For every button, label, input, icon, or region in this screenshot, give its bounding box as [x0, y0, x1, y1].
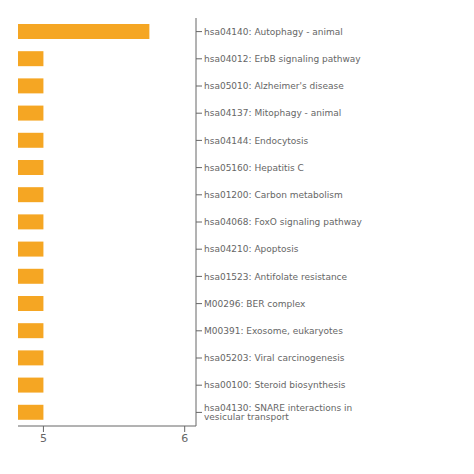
svg-text:hsa04068: FoxO signaling pathw: hsa04068: FoxO signaling pathway	[204, 217, 363, 227]
svg-text:hsa04144: Endocytosis: hsa04144: Endocytosis	[204, 136, 309, 146]
svg-text:hsa00100: Steroid biosynthesis: hsa00100: Steroid biosynthesis	[204, 380, 346, 390]
svg-text:5: 5	[40, 432, 47, 445]
svg-text:hsa04130: SNARE interactions i: hsa04130: SNARE interactions invesicular…	[204, 403, 352, 422]
svg-text:hsa05160: Hepatitis C: hsa05160: Hepatitis C	[204, 163, 304, 173]
svg-text:hsa04012: ErbB signaling pathw: hsa04012: ErbB signaling pathway	[204, 54, 361, 64]
svg-text:6: 6	[181, 432, 188, 445]
svg-text:hsa01200: Carbon metabolism: hsa01200: Carbon metabolism	[204, 190, 343, 200]
svg-text:hsa04140: Autophagy - animal: hsa04140: Autophagy - animal	[204, 27, 343, 37]
svg-text:hsa04210: Apoptosis: hsa04210: Apoptosis	[204, 244, 299, 254]
svg-text:M00391: Exosome, eukaryotes: M00391: Exosome, eukaryotes	[204, 326, 343, 336]
svg-text:hsa05203: Viral carcinogenesis: hsa05203: Viral carcinogenesis	[204, 353, 345, 363]
svg-text:hsa05010: Alzheimer's disease: hsa05010: Alzheimer's disease	[204, 81, 344, 91]
svg-text:hsa04137: Mitophagy - animal: hsa04137: Mitophagy - animal	[204, 108, 341, 118]
svg-text:M00296: BER complex: M00296: BER complex	[204, 299, 306, 309]
svg-text:hsa01523: Antifolate resistanc: hsa01523: Antifolate resistance	[204, 272, 348, 282]
